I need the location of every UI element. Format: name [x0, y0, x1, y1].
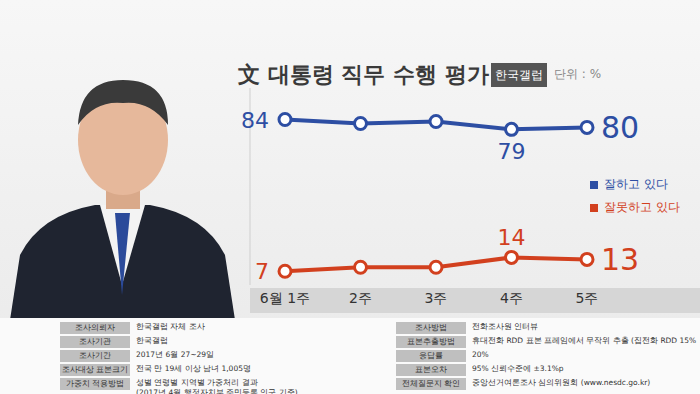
svg-text:7: 7 [255, 259, 269, 284]
html-text:20%: 20% [472, 350, 489, 359]
svg-text:84: 84 [241, 108, 269, 133]
html-text:휴대전화 RDD 표본 프레임에서 무작위 추출 (집전화: 휴대전화 RDD 표본 프레임에서 무작위 추출 (집전화 RDD 15% [472, 336, 697, 345]
html-text:한국갤럽 자체 조사: 한국갤럽 자체 조사 [136, 322, 205, 331]
html-text:조사방법: 조사방법 [415, 323, 447, 332]
html-text:표본오차: 표본오차 [415, 365, 447, 374]
svg-text:13: 13 [601, 242, 639, 277]
svg-text:79: 79 [498, 139, 526, 164]
html-text:표본추출방법: 표본추출방법 [407, 337, 455, 346]
html-text:잘못하고 있다: 잘못하고 있다 [604, 200, 680, 214]
html-text:중앙선거여론조사 심의위원회 (www.nesdc.go.k: 중앙선거여론조사 심의위원회 (www.nesdc.go.kr) [472, 378, 651, 387]
svg-text:4주: 4주 [500, 290, 523, 306]
html-text:2017년 6월 27~29일: 2017년 6월 27~29일 [136, 350, 214, 359]
svg-text:5주: 5주 [576, 290, 599, 306]
html-text:조사의뢰자: 조사의뢰자 [75, 323, 115, 332]
html-text:단위 : %: 단위 : % [554, 67, 602, 81]
svg-text:14: 14 [498, 225, 526, 250]
svg-text:2주: 2주 [349, 290, 372, 306]
html-text:응답률: 응답률 [419, 351, 443, 360]
html-text:성별 연령별 지역별 가중처리 결과: 성별 연령별 지역별 가중처리 결과 [136, 378, 258, 387]
html-text:조사대상 표본크기: 조사대상 표본크기 [62, 365, 129, 374]
svg-text:6월 1주: 6월 1주 [260, 290, 310, 306]
html-text:잘하고 있다: 잘하고 있다 [604, 177, 668, 191]
html-text:전국 만 19세 이상 남녀 1,005명: 전국 만 19세 이상 남녀 1,005명 [136, 364, 251, 373]
html-text:95% 신뢰수준에 ±3.1%p: 95% 신뢰수준에 ±3.1%p [472, 364, 564, 373]
svg-text:80: 80 [601, 110, 639, 145]
html-text:한국갤럽: 한국갤럽 [136, 336, 168, 345]
html-text:文 대통령 직무 수행 평가 한국갤럽: 文 대통령 직무 수행 평가 한국갤럽 [238, 62, 543, 87]
html-text:조사기간: 조사기간 [79, 351, 111, 360]
html-text:가중치 적용방법: 가중치 적용방법 [65, 379, 125, 388]
html-text:조사기관: 조사기관 [79, 337, 111, 346]
html-text:전화조사원 인터뷰: 전화조사원 인터뷰 [472, 322, 539, 331]
svg-text:3주: 3주 [425, 290, 448, 306]
html-text:전체질문지 확인: 전체질문지 확인 [401, 379, 461, 388]
